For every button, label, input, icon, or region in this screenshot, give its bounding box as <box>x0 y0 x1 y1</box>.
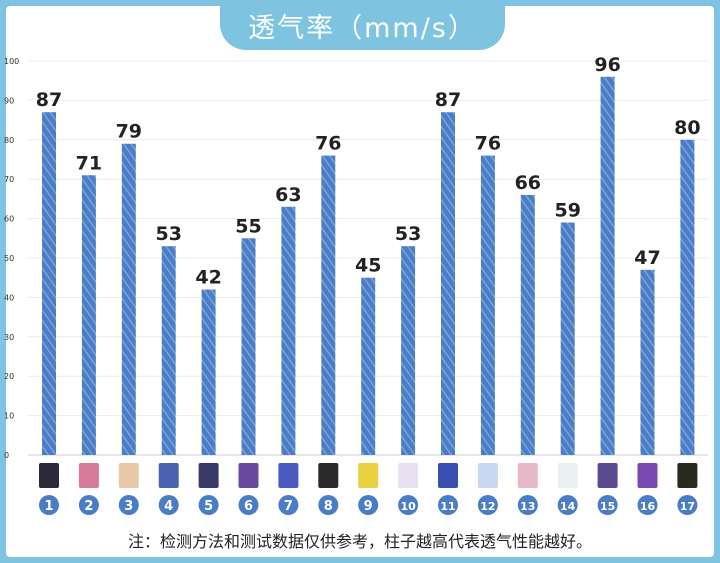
x-tick-label: 10 <box>400 500 416 513</box>
y-tick-label: 50 <box>4 254 14 263</box>
product-image <box>677 463 698 488</box>
product-image <box>517 463 538 488</box>
product-number-badge <box>597 495 618 515</box>
data-label: 42 <box>195 267 221 289</box>
y-tick-label: 90 <box>4 96 14 105</box>
x-tick-label: 2 <box>84 499 93 514</box>
product-image <box>118 463 139 488</box>
bar <box>361 277 376 455</box>
bar <box>600 76 615 455</box>
product-image <box>438 463 458 488</box>
bar <box>81 175 96 455</box>
x-tick-label: 9 <box>364 499 373 514</box>
bar <box>520 194 535 455</box>
product-number-badge <box>477 495 498 515</box>
data-label: 96 <box>594 54 620 76</box>
bar <box>241 238 256 455</box>
product-image <box>358 463 379 488</box>
product-number-badge <box>677 495 698 515</box>
bar <box>281 206 296 455</box>
y-tick-label: 40 <box>4 293 14 302</box>
y-tick-label: 20 <box>4 372 14 381</box>
x-tick-label: 4 <box>164 499 173 514</box>
product-number-badge <box>318 495 339 515</box>
bar <box>161 246 176 455</box>
product-image <box>198 463 219 488</box>
x-tick-label: 11 <box>440 500 455 513</box>
data-label: 87 <box>435 89 461 111</box>
x-tick-label: 17 <box>680 500 695 513</box>
product-number-badge <box>78 495 99 515</box>
product-image <box>278 463 299 488</box>
bar <box>640 269 655 455</box>
bar <box>441 112 455 455</box>
x-tick-label: 3 <box>124 499 133 514</box>
y-tick-label: 60 <box>4 215 14 224</box>
product-number-badge <box>238 495 259 515</box>
product-number-badge <box>118 495 139 515</box>
x-tick-label: 16 <box>640 500 656 513</box>
footnote: 注：检测方法和测试数据仅供参考，柱子越高代表透气性能越好。 <box>127 532 592 551</box>
product-image <box>39 463 59 488</box>
bar <box>560 222 575 455</box>
product-number-badge <box>438 495 458 515</box>
x-tick-label: 15 <box>600 500 615 513</box>
y-tick-label: 100 <box>4 57 19 66</box>
chart-title: 透气率（mm/s） <box>220 0 505 50</box>
data-label: 59 <box>554 200 580 222</box>
data-label: 79 <box>116 121 142 143</box>
y-tick-label: 10 <box>4 412 14 421</box>
y-tick-label: 30 <box>4 333 14 342</box>
product-number-badge <box>39 495 59 515</box>
data-label: 66 <box>515 172 541 194</box>
x-tick-label: 1 <box>44 499 53 514</box>
data-label: 63 <box>275 184 301 206</box>
data-label: 47 <box>634 247 660 269</box>
product-number-badge <box>637 495 658 515</box>
data-label: 76 <box>475 133 501 155</box>
x-tick-label: 14 <box>560 500 576 513</box>
x-tick-label: 6 <box>244 499 253 514</box>
data-label: 87 <box>36 89 62 111</box>
product-image <box>318 463 339 488</box>
product-image <box>78 463 99 488</box>
bar <box>121 143 136 456</box>
data-label: 53 <box>155 223 181 245</box>
bar <box>480 155 495 455</box>
product-number-badge <box>517 495 538 515</box>
product-number-badge <box>198 495 219 515</box>
product-image <box>557 463 578 488</box>
data-label: 71 <box>76 152 102 174</box>
product-image <box>238 463 259 488</box>
data-label: 45 <box>355 255 381 277</box>
product-image <box>637 463 658 488</box>
product-number-badge <box>158 495 179 515</box>
y-tick-label: 70 <box>4 175 14 184</box>
bar <box>680 139 695 456</box>
x-tick-label: 13 <box>520 500 535 513</box>
data-label: 55 <box>235 215 261 237</box>
data-label: 80 <box>674 117 700 139</box>
y-tick-label: 80 <box>4 136 14 145</box>
product-number-badge <box>278 495 299 515</box>
product-number-badge <box>557 495 578 515</box>
y-tick-label: 0 <box>4 451 9 460</box>
data-label: 53 <box>395 223 421 245</box>
product-image <box>477 463 498 488</box>
data-label: 76 <box>315 133 341 155</box>
bar <box>42 112 56 455</box>
product-image <box>398 463 419 488</box>
product-image <box>597 463 618 488</box>
x-tick-label: 8 <box>324 499 333 514</box>
product-number-badge <box>398 495 419 515</box>
bar <box>201 289 216 455</box>
x-tick-label: 12 <box>480 500 495 513</box>
bar <box>321 155 336 455</box>
bar <box>401 246 416 455</box>
x-tick-label: 7 <box>284 499 293 514</box>
x-tick-label: 5 <box>204 499 213 514</box>
product-number-badge <box>358 495 379 515</box>
product-image <box>158 463 179 488</box>
